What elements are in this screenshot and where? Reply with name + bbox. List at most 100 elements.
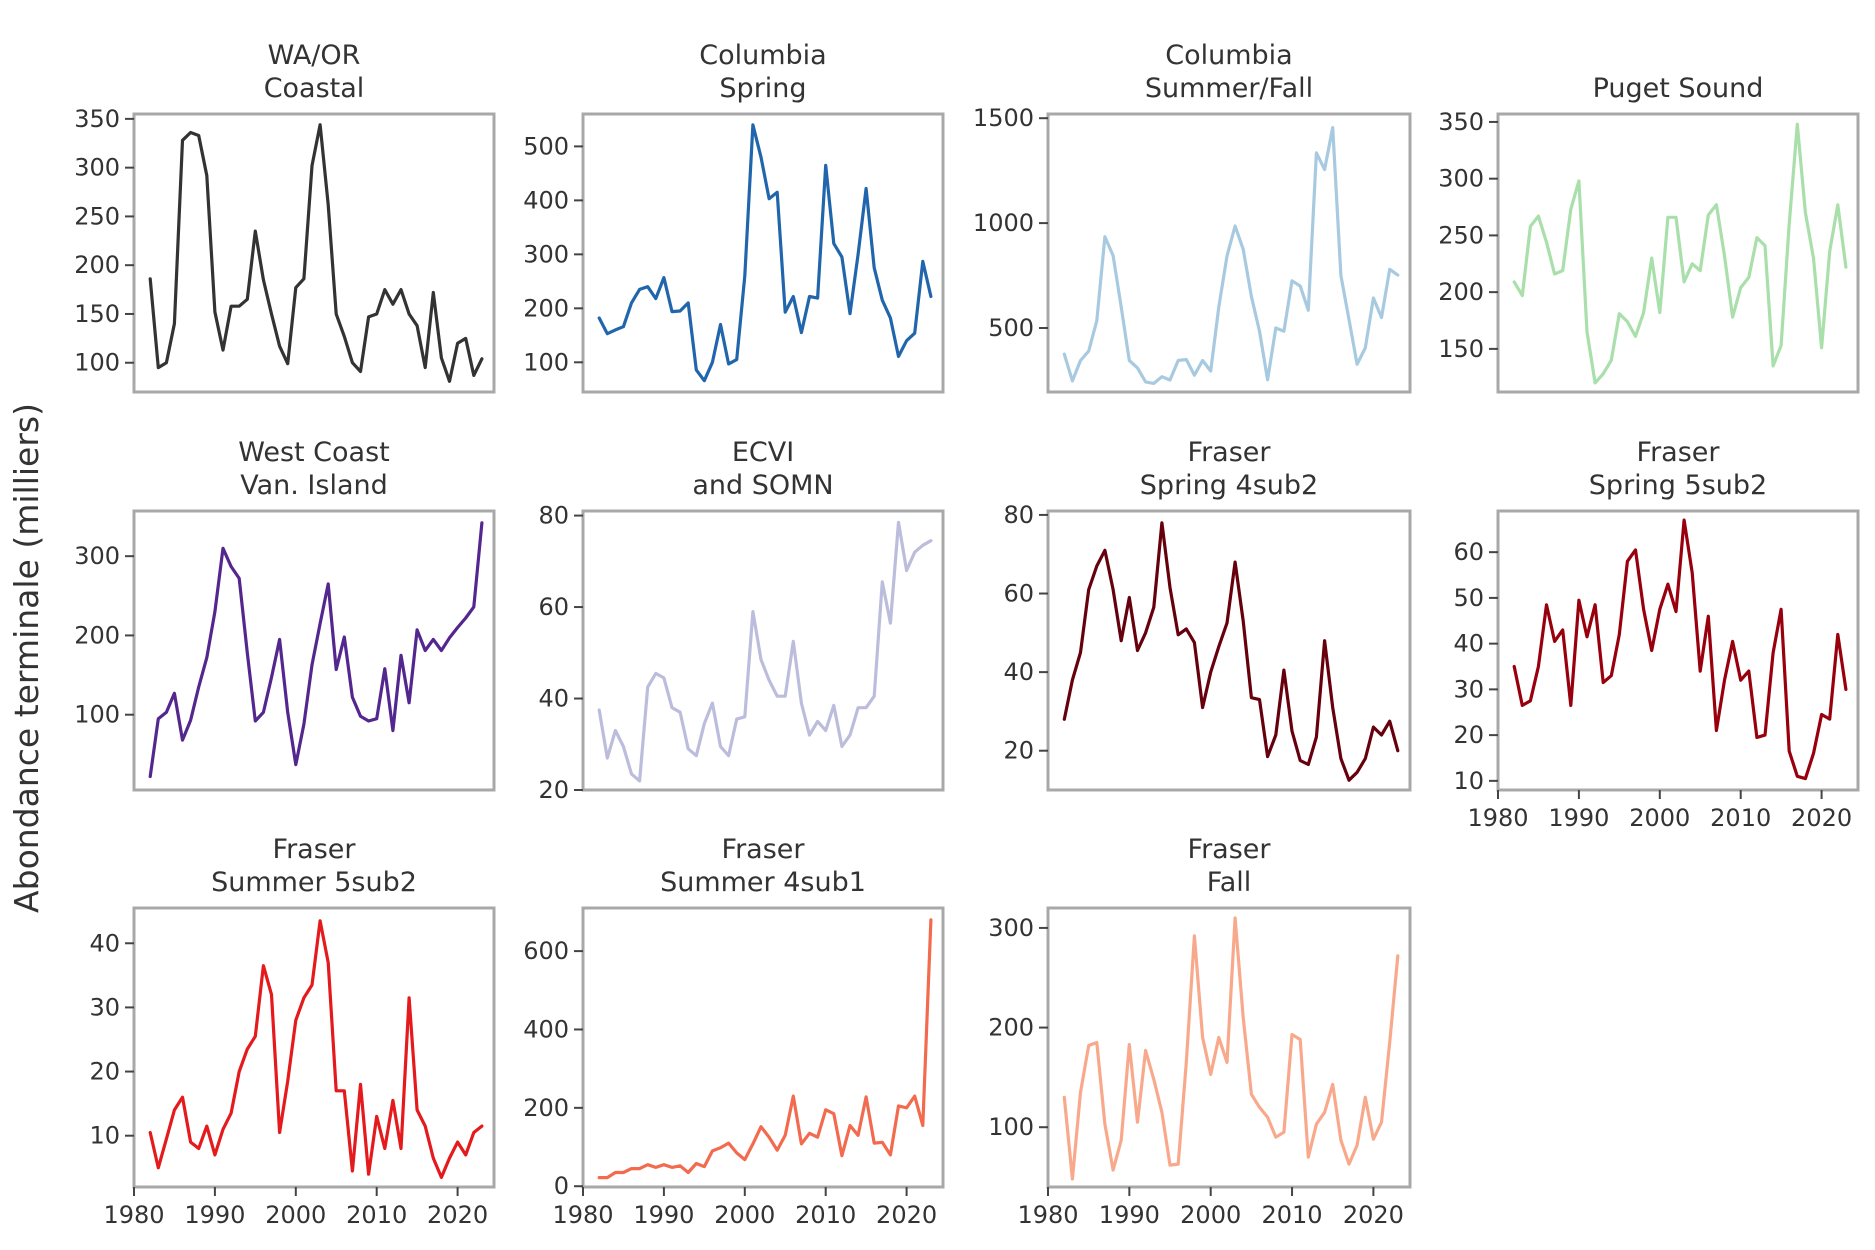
subplot-title-line-1: Fraser [1188,437,1272,468]
series-line [1062,521,1400,782]
series-line [597,123,933,383]
x-tick-label: 2000 [1629,804,1690,832]
series-line [597,520,933,783]
subplot-title-line-1: Fraser [1637,437,1721,468]
plot-frame [132,509,496,792]
y-tick-label: 100 [74,701,120,729]
series-line [597,918,933,1180]
y-tick-label: 20 [538,776,569,804]
x-tick-label: 2010 [795,1201,856,1229]
subplot-title-line-2: Spring 5sub2 [1589,470,1767,501]
y-tick-label: 200 [1438,278,1484,306]
y-tick-label: 500 [523,132,569,160]
subplot-title-line-1: Fraser [1188,834,1272,865]
subplot-title-line-2: and SOMN [692,470,833,501]
y-tick-label: 500 [988,314,1034,342]
series-line [1512,518,1848,781]
y-tick-label: 20 [1003,737,1034,765]
plot-frame [1496,509,1860,792]
subplot-title-line-2: Summer 5sub2 [211,867,417,898]
y-tick-label: 40 [89,929,120,957]
y-tick-label: 300 [988,914,1034,942]
series-line [1512,122,1848,385]
subplot-title-line-1: WA/OR [268,40,361,71]
subplot-title-line-2: Fall [1207,867,1252,898]
x-tick-label: 2010 [1710,804,1771,832]
plot-frame [1496,112,1860,394]
x-tick-label: 2020 [876,1201,937,1229]
plot-frame [1046,112,1412,394]
y-tick-label: 1500 [973,104,1034,132]
x-tick-label: 2020 [1791,804,1852,832]
plot-frame [1046,509,1412,792]
y-tick-label: 100 [523,348,569,376]
x-tick-label: 1990 [633,1201,694,1229]
y-tick-label: 40 [538,685,569,713]
plot-frame [581,112,945,394]
y-tick-label: 50 [1453,584,1484,612]
y-tick-label: 300 [74,154,120,182]
y-tick-label: 150 [74,300,120,328]
subplot-title-line-1: ECVI [732,437,794,468]
y-tick-label: 300 [74,542,120,570]
x-tick-label: 1980 [1467,804,1528,832]
y-tick-label: 250 [1438,221,1484,249]
plot-frame [581,906,945,1189]
y-tick-label: 300 [1438,165,1484,193]
y-tick-label: 150 [1438,335,1484,363]
y-tick-label: 30 [89,993,120,1021]
x-tick-label: 1990 [184,1201,245,1229]
x-tick-label: 1990 [1099,1201,1160,1229]
y-tick-label: 400 [523,186,569,214]
plot-frame [581,509,945,792]
subplot-title-line-1: West Coast [238,437,390,468]
x-tick-label: 2000 [1180,1201,1241,1229]
x-tick-label: 1990 [1548,804,1609,832]
y-tick-label: 250 [74,202,120,230]
y-tick-label: 1000 [973,209,1034,237]
subplot-title-line-1: Fraser [722,834,806,865]
series-line [1062,125,1400,385]
x-tick-label: 2000 [265,1201,326,1229]
x-tick-label: 2010 [346,1201,407,1229]
y-tick-label: 80 [1003,501,1034,529]
subplot-title-line-2: Summer/Fall [1145,73,1313,104]
y-tick-label: 300 [523,240,569,268]
y-tick-label: 600 [523,937,569,965]
series-line [1062,916,1400,1181]
y-tick-label: 80 [538,502,569,530]
series-line [148,521,484,779]
y-tick-label: 60 [1453,538,1484,566]
y-tick-label: 350 [74,105,120,133]
y-tick-label: 0 [554,1172,569,1200]
subplot-title-line-2: Spring [719,73,806,104]
subplot-title-line-1: Fraser [273,834,357,865]
series-line [148,919,484,1180]
subplot-grid: WA/ORCoastal100150200250300350ColumbiaSp… [74,40,1860,1229]
subplot-4: Puget Sound 150 200 250 300 350 [1438,73,1860,394]
subplot-title-line-2: Puget Sound [1593,73,1764,104]
y-tick-label: 200 [523,294,569,322]
y-tick-label: 200 [523,1094,569,1122]
y-tick-label: 100 [988,1113,1034,1141]
y-tick-label: 20 [1453,721,1484,749]
plot-frame [132,112,496,394]
y-tick-label: 100 [74,349,120,377]
y-tick-label: 30 [1453,675,1484,703]
x-tick-label: 1980 [103,1201,164,1229]
plot-frame [1046,906,1412,1189]
x-tick-label: 2020 [427,1201,488,1229]
y-axis-label: Abondance terminale (milliers) [7,403,46,913]
y-tick-label: 40 [1453,630,1484,658]
